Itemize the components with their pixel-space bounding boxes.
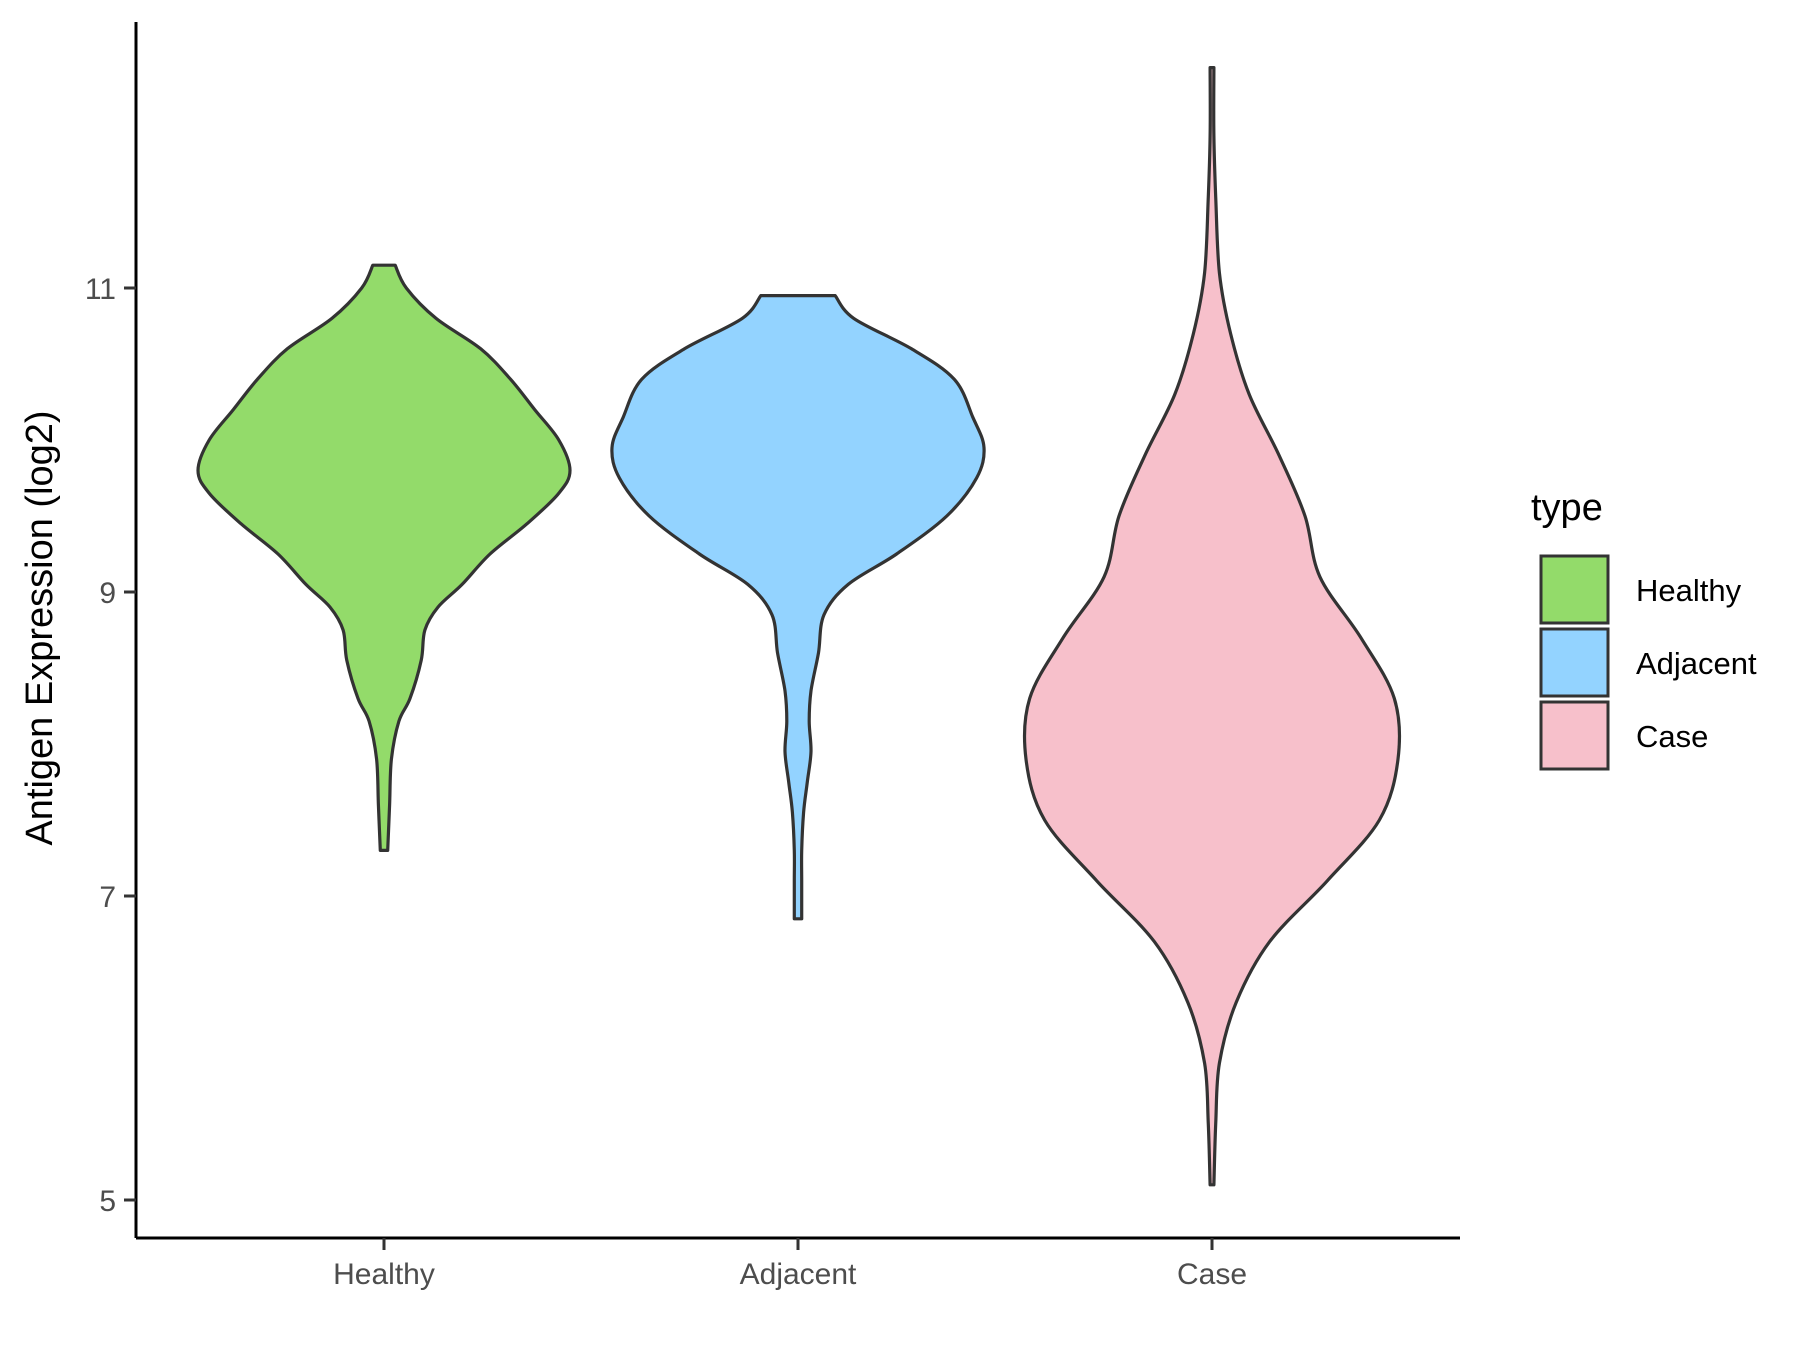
x-tick-label: Case xyxy=(1177,1258,1247,1291)
legend: type Healthy Adjacent Case xyxy=(1531,487,1757,771)
legend-items: Healthy Adjacent Case xyxy=(1539,554,1757,771)
y-tick-label: 11 xyxy=(85,273,116,306)
legend-label-healthy: Healthy xyxy=(1636,573,1742,608)
y-tick-label: 7 xyxy=(99,881,116,914)
legend-swatch-healthy xyxy=(1539,554,1610,625)
legend-label-adjacent: Adjacent xyxy=(1636,646,1757,681)
axes: 5 7 9 11 Healthy Adjacent Case xyxy=(85,22,1460,1291)
y-axis-title: Antigen Expression (log2) xyxy=(19,410,61,845)
legend-title: type xyxy=(1531,487,1603,529)
violin-layer xyxy=(196,66,1402,1187)
violin-case xyxy=(1022,66,1402,1187)
x-tick-label: Adjacent xyxy=(740,1258,857,1291)
legend-label-case: Case xyxy=(1636,719,1708,754)
legend-swatch-case xyxy=(1539,700,1610,771)
x-tick-label: Healthy xyxy=(333,1258,435,1291)
y-tick-label: 9 xyxy=(99,577,116,610)
legend-swatch-adjacent xyxy=(1539,627,1610,698)
violin-healthy xyxy=(196,263,572,852)
violin-adjacent xyxy=(610,294,986,921)
y-tick-label: 5 xyxy=(99,1185,116,1218)
